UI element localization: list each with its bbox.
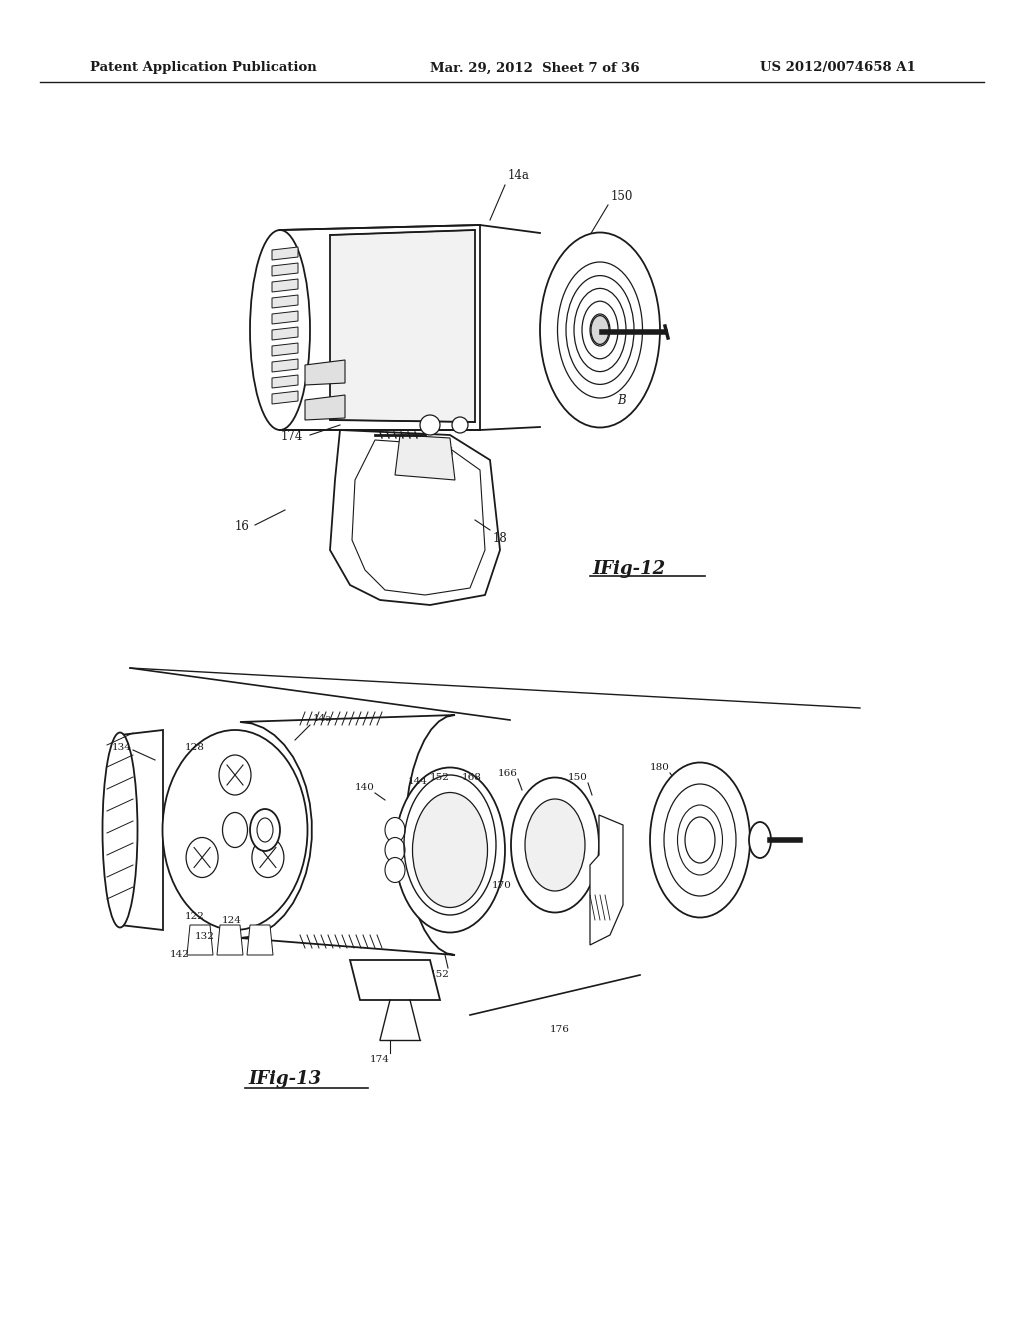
Text: 142: 142 [170,950,189,960]
Text: Patent Application Publication: Patent Application Publication [90,62,316,74]
Text: 14a: 14a [508,169,529,182]
Ellipse shape [252,837,284,878]
Polygon shape [187,925,213,954]
Text: Mar. 29, 2012  Sheet 7 of 36: Mar. 29, 2012 Sheet 7 of 36 [430,62,640,74]
Polygon shape [272,375,298,388]
Ellipse shape [219,755,251,795]
Text: 122: 122 [185,912,205,921]
Polygon shape [120,730,163,931]
Text: 144: 144 [408,777,428,785]
Ellipse shape [385,858,406,883]
Polygon shape [330,430,500,605]
Polygon shape [330,230,475,422]
Ellipse shape [678,805,723,875]
Text: 18: 18 [493,532,508,545]
Text: 140: 140 [355,783,375,792]
Polygon shape [272,359,298,372]
Text: 146: 146 [385,970,404,979]
Ellipse shape [385,837,406,862]
Text: 180: 180 [650,763,670,772]
Polygon shape [590,814,623,945]
Text: 166: 166 [498,770,518,777]
Text: 132: 132 [195,932,215,941]
Ellipse shape [413,792,487,908]
Text: 134: 134 [112,743,132,752]
Ellipse shape [163,730,307,931]
Text: B: B [680,836,688,845]
Text: 176: 176 [550,1026,570,1034]
Text: IFig-12: IFig-12 [592,560,666,578]
Polygon shape [305,360,345,385]
Text: 16: 16 [236,520,250,533]
Polygon shape [272,327,298,341]
Ellipse shape [257,818,273,842]
Polygon shape [240,715,455,954]
Polygon shape [272,312,298,323]
Text: IFig-13: IFig-13 [248,1071,322,1088]
Ellipse shape [222,813,248,847]
Text: 124: 124 [222,916,242,925]
Ellipse shape [395,767,505,932]
Ellipse shape [591,315,609,345]
Polygon shape [272,279,298,292]
Ellipse shape [102,733,137,928]
Polygon shape [280,224,480,430]
Ellipse shape [749,822,771,858]
Ellipse shape [525,799,585,891]
Text: 152: 152 [430,970,450,979]
Text: B: B [617,393,626,407]
Text: 176: 176 [432,447,455,459]
Text: 14a: 14a [313,714,333,723]
Text: 150: 150 [568,774,588,781]
Polygon shape [247,925,273,954]
Ellipse shape [664,784,736,896]
Text: 170: 170 [492,880,512,890]
Polygon shape [272,391,298,404]
Polygon shape [217,925,243,954]
Polygon shape [395,436,455,480]
Polygon shape [305,395,345,420]
Text: US 2012/0074658 A1: US 2012/0074658 A1 [760,62,915,74]
Text: 168: 168 [462,774,482,781]
Polygon shape [272,247,298,260]
Polygon shape [272,294,298,308]
Text: 174: 174 [281,430,303,444]
Circle shape [452,417,468,433]
Circle shape [420,414,440,436]
Ellipse shape [650,763,750,917]
Ellipse shape [511,777,599,912]
Ellipse shape [250,809,280,851]
Polygon shape [272,343,298,356]
Text: 174: 174 [370,1055,390,1064]
Ellipse shape [385,817,406,842]
Text: 150: 150 [611,190,634,203]
Text: 128: 128 [185,743,205,752]
Ellipse shape [685,817,715,863]
Ellipse shape [186,837,218,878]
Text: 152: 152 [430,774,450,781]
Ellipse shape [250,230,310,430]
Polygon shape [350,960,440,1001]
Polygon shape [272,263,298,276]
Ellipse shape [540,232,660,428]
